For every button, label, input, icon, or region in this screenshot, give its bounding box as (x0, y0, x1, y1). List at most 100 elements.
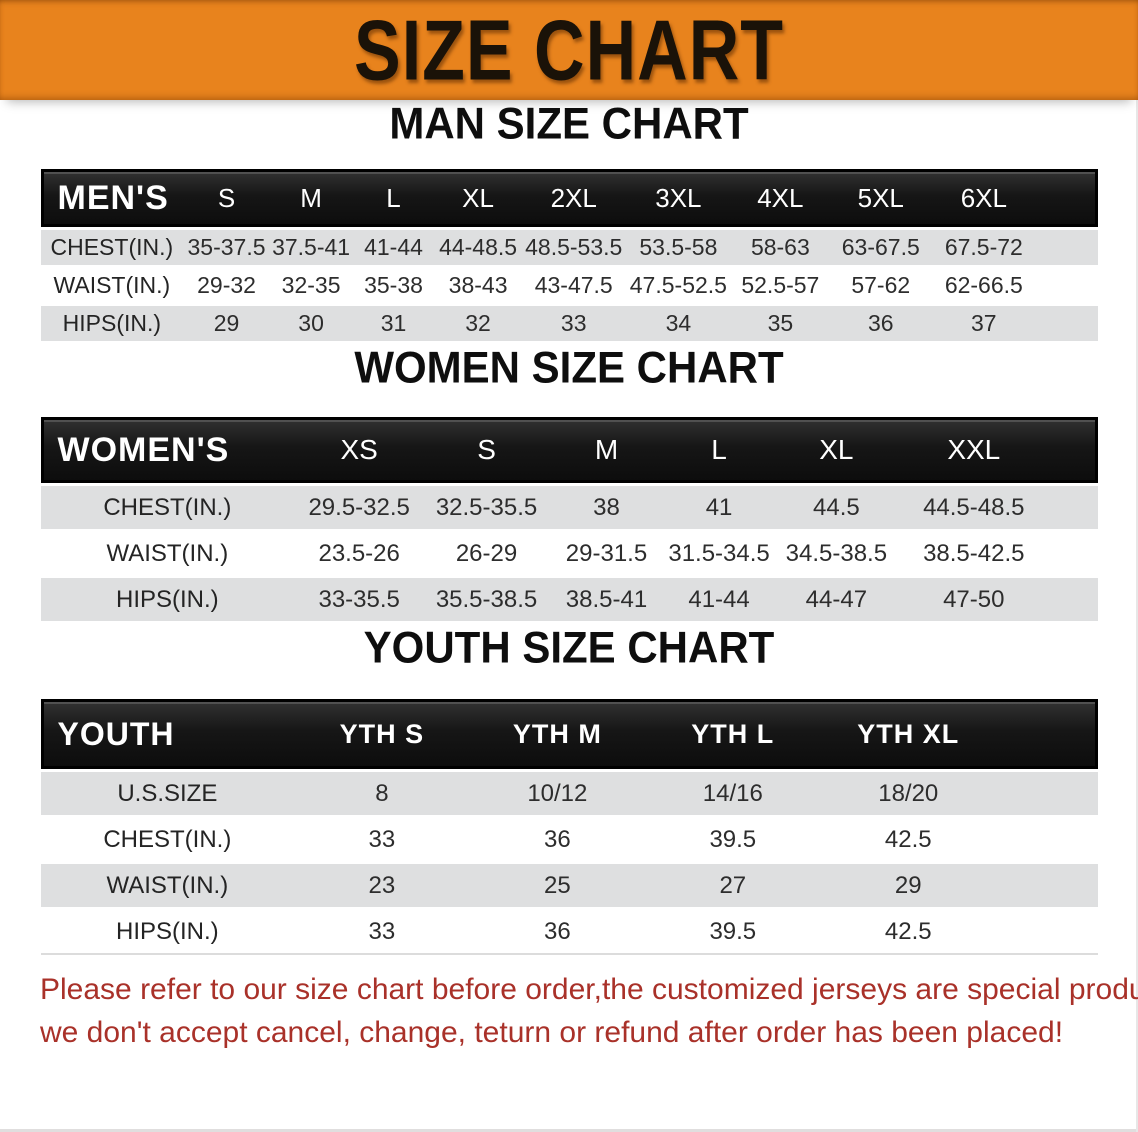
size-value-cell: 63-67.5 (830, 230, 932, 265)
table-header-label: YOUTH (40, 699, 295, 769)
banner: SIZE CHART (0, 0, 1138, 100)
size-value-cell: 43-47.5 (521, 268, 627, 303)
size-value-cell: 38.5-41 (548, 578, 665, 621)
size-table: YOUTH YTH S YTH M YTH L YTH XL U.S.SIZE 8 10/12… (40, 696, 1098, 958)
spacer-cell (1036, 306, 1098, 341)
size-value-cell: 44.5-48.5 (898, 486, 1049, 529)
size-value-cell: 37 (931, 306, 1037, 341)
size-column-header: YTH S (294, 699, 470, 769)
size-value-cell: 33 (521, 306, 627, 341)
measurement-row-label: WAIST(IN.) (40, 864, 295, 907)
spacer-cell (1048, 417, 1098, 483)
size-column-header: YTH XL (820, 699, 996, 769)
size-column-header: XL (774, 417, 899, 483)
size-column-header: 2XL (521, 169, 627, 227)
size-value-cell: 53.5-58 (626, 230, 731, 265)
size-column-header: YTH L (645, 699, 821, 769)
size-value-cell: 25 (469, 864, 646, 907)
size-value-cell: 44-47 (774, 578, 899, 621)
size-value-cell: 32-35 (269, 268, 353, 303)
size-header-row: WOMEN'S XS S M L XL XXL (40, 417, 1098, 483)
size-value-cell: 37.5-41 (269, 230, 353, 265)
size-column-header: XXL (898, 417, 1049, 483)
size-value-cell: 29 (820, 864, 996, 907)
size-value-cell: 31.5-34.5 (664, 532, 775, 575)
size-value-cell: 41 (664, 486, 775, 529)
size-value-cell: 35 (730, 306, 831, 341)
size-column-header: L (664, 417, 775, 483)
youth-section-heading: YOUTH SIZE CHART (363, 622, 775, 673)
size-value-cell: 8 (294, 772, 470, 815)
size-value-cell: 38-43 (434, 268, 522, 303)
size-value-cell: 33 (294, 818, 470, 861)
size-header-row: MEN'S S M L XL 2XL 3XL 4XL 5XL 6XL (40, 169, 1098, 227)
size-column-header: M (269, 169, 353, 227)
size-value-cell: 36 (830, 306, 932, 341)
spacer-cell (995, 772, 1098, 815)
measurement-row-label: CHEST(IN.) (40, 486, 295, 529)
size-column-header: 6XL (931, 169, 1037, 227)
size-value-cell: 26-29 (424, 532, 549, 575)
measurement-row-label: U.S.SIZE (40, 772, 295, 815)
table-row: CHEST(IN.) 33 36 39.5 42.5 (40, 818, 1098, 861)
spacer-cell (1036, 268, 1098, 303)
size-column-header: 4XL (730, 169, 831, 227)
table-row: WAIST(IN.) 23.5-26 26-29 29-31.5 31.5-34.5 34… (40, 532, 1098, 575)
youth-size-table: YOUTH YTH S YTH M YTH L YTH XL U.S.SIZE 8 10/12… (40, 696, 1098, 958)
size-value-cell: 41-44 (352, 230, 435, 265)
measurement-row-label: CHEST(IN.) (40, 230, 184, 265)
size-value-cell: 29-32 (183, 268, 270, 303)
spacer-cell (995, 818, 1098, 861)
men-section-heading: MAN SIZE CHART (389, 98, 749, 149)
size-column-header: XL (434, 169, 522, 227)
size-value-cell: 18/20 (820, 772, 996, 815)
size-value-cell: 38 (548, 486, 665, 529)
spacer-cell (995, 910, 1098, 955)
size-value-cell: 44.5 (774, 486, 899, 529)
size-value-cell: 10/12 (469, 772, 646, 815)
table-row: HIPS(IN.) 33-35.5 35.5-38.5 38.5-41 41-44 44-… (40, 578, 1098, 621)
size-value-cell: 42.5 (820, 910, 996, 955)
size-value-cell: 32.5-35.5 (424, 486, 549, 529)
size-value-cell: 39.5 (645, 818, 821, 861)
size-value-cell: 39.5 (645, 910, 821, 955)
spacer-cell (995, 864, 1098, 907)
disclaimer: Please refer to our size chart before or… (40, 970, 1138, 1052)
size-value-cell: 58-63 (730, 230, 831, 265)
size-value-cell: 32 (434, 306, 522, 341)
size-value-cell: 30 (269, 306, 353, 341)
size-value-cell: 29 (183, 306, 270, 341)
size-column-header: M (548, 417, 665, 483)
size-value-cell: 52.5-57 (730, 268, 831, 303)
size-column-header: 3XL (626, 169, 731, 227)
measurement-row-label: HIPS(IN.) (40, 910, 295, 955)
size-value-cell: 48.5-53.5 (521, 230, 627, 265)
size-value-cell: 35-38 (352, 268, 435, 303)
men-size-table: MEN'S S M L XL 2XL 3XL 4XL 5XL 6XL CHEST(IN.) 35-37… (40, 166, 1098, 344)
disclaimer-line-1: Please refer to our size chart before or… (40, 973, 1138, 1006)
size-value-cell: 23 (294, 864, 470, 907)
size-value-cell: 38.5-42.5 (898, 532, 1049, 575)
size-value-cell: 33-35.5 (294, 578, 425, 621)
size-header-row: YOUTH YTH S YTH M YTH L YTH XL (40, 699, 1098, 769)
size-value-cell: 44-48.5 (434, 230, 522, 265)
spacer-cell (1048, 486, 1098, 529)
size-value-cell: 31 (352, 306, 435, 341)
size-value-cell: 33 (294, 910, 470, 955)
size-column-header: XS (294, 417, 425, 483)
size-column-header: YTH M (469, 699, 646, 769)
table-row: U.S.SIZE 8 10/12 14/16 18/20 (40, 772, 1098, 815)
size-value-cell: 29.5-32.5 (294, 486, 425, 529)
spacer-cell (1036, 230, 1098, 265)
section-youth: YOUTH SIZE CHART YOUTH YTH S YTH M YTH L YTH… (0, 622, 1138, 958)
content: MAN SIZE CHART MEN'S S M L XL 2XL 3XL 4XL 5XL 6XL… (0, 98, 1138, 958)
spacer-cell (1036, 169, 1098, 227)
size-value-cell: 57-62 (830, 268, 932, 303)
size-column-header: S (424, 417, 549, 483)
size-value-cell: 35.5-38.5 (424, 578, 549, 621)
measurement-row-label: WAIST(IN.) (40, 268, 184, 303)
size-value-cell: 36 (469, 910, 646, 955)
table-row: HIPS(IN.) 33 36 39.5 42.5 (40, 910, 1098, 955)
table-header-label: WOMEN'S (40, 417, 295, 483)
size-column-header: S (183, 169, 270, 227)
